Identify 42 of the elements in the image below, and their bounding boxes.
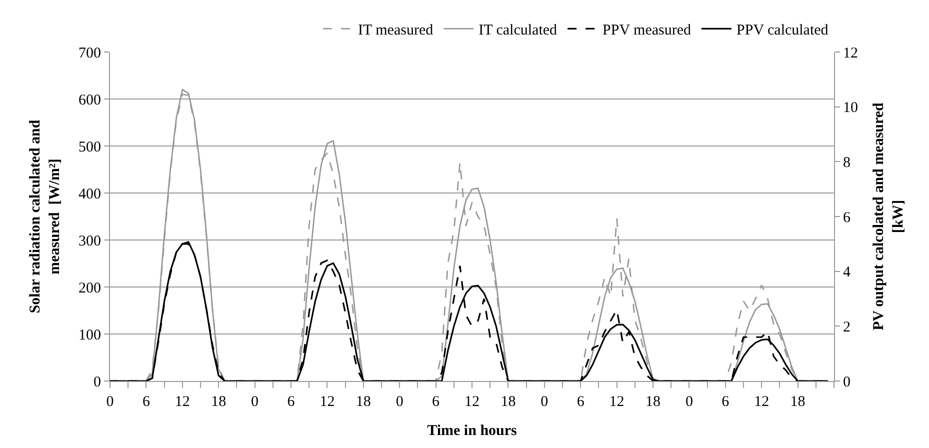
- x-tick-label: 6: [432, 394, 440, 410]
- y2-tick-label: 0: [843, 374, 850, 390]
- y2-tick-label: 2: [843, 319, 850, 336]
- x-tick-label: 18: [646, 394, 660, 410]
- x-tick-label: 0: [396, 394, 404, 410]
- x-tick-label: 18: [790, 394, 806, 410]
- y2-tick-label: 6: [843, 210, 851, 226]
- x-tick-label: 0: [106, 394, 114, 410]
- x-tick-label: 0: [685, 394, 693, 410]
- y-tick-label: 600: [78, 92, 101, 108]
- y-tick-label: 100: [78, 327, 101, 344]
- x-axis-title: Time in hours: [427, 423, 518, 439]
- y-tick-label: 300: [78, 233, 101, 250]
- y-tick-label: 0: [94, 374, 101, 390]
- x-tick-label: 12: [320, 394, 335, 410]
- x-tick-label: 6: [287, 394, 296, 410]
- y-tick-label: 500: [78, 139, 101, 156]
- legend-label: IT measured: [358, 22, 434, 39]
- legend-label: PPV measured: [602, 22, 692, 39]
- y-axis-title: Solar radiation calculated and measured [W/m²]: [27, 119, 63, 314]
- x-tick-label: 18: [356, 394, 371, 410]
- legend-label: PPV calculated: [736, 22, 829, 39]
- x-tick-label: 6: [576, 394, 585, 410]
- y2-tick-label: 12: [843, 45, 858, 62]
- x-tick-label: 18: [211, 394, 226, 410]
- y2-tick-label: 8: [843, 154, 850, 171]
- x-tick-label: 6: [722, 394, 730, 410]
- x-tick-label: 6: [142, 394, 150, 410]
- y2-tick-label: 10: [843, 100, 858, 116]
- x-tick-label: 12: [174, 394, 190, 410]
- x-tick-label: 12: [609, 394, 624, 410]
- x-tick-label: 18: [500, 394, 516, 410]
- y2-axis-title: PV output calcolated and measured [kW]: [871, 102, 906, 330]
- y-tick-label: 400: [78, 186, 101, 202]
- x-tick-label: 0: [540, 394, 548, 410]
- x-tick-label: 12: [464, 394, 480, 410]
- x-tick-label: 0: [251, 394, 259, 410]
- x-tick-label: 12: [754, 394, 770, 410]
- legend-label: IT calculated: [478, 22, 558, 39]
- y2-tick-label: 4: [843, 264, 851, 281]
- y-tick-label: 200: [78, 280, 101, 296]
- y-tick-label: 700: [78, 45, 101, 62]
